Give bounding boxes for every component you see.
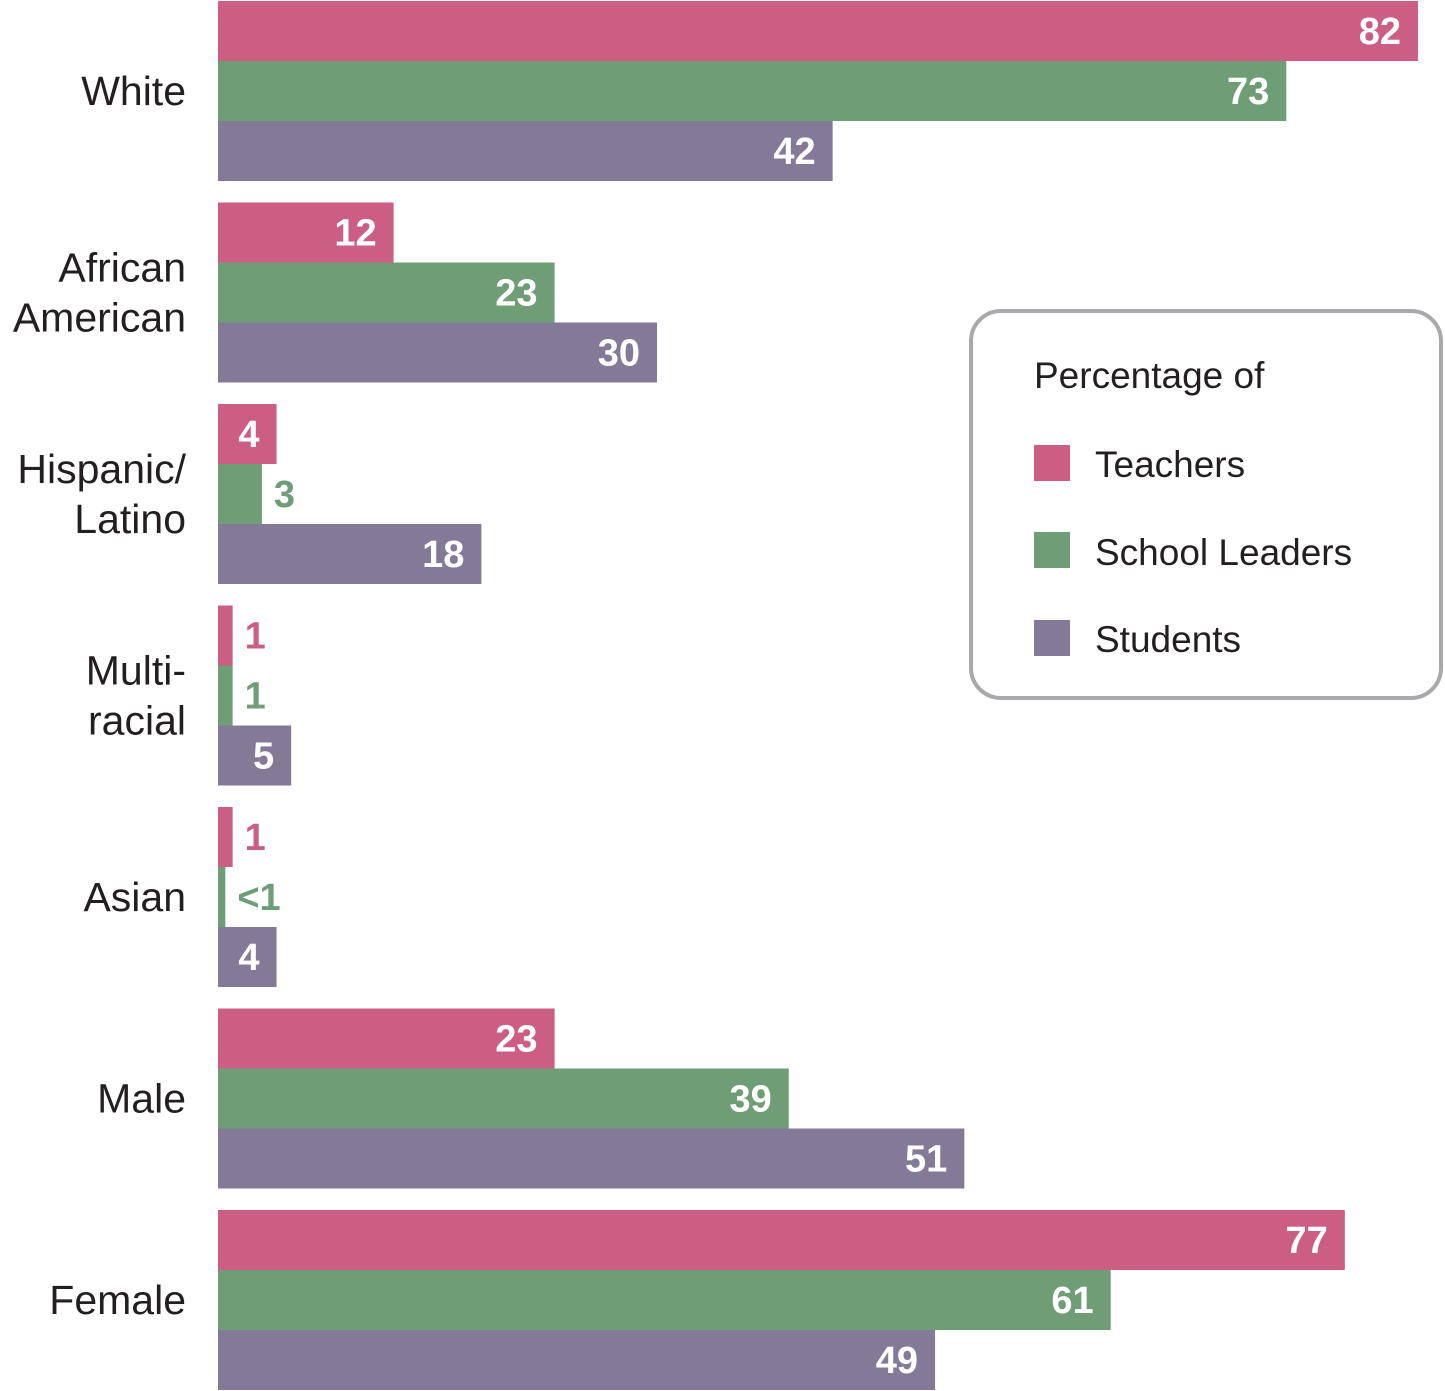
bar-african-american-students — [218, 322, 658, 383]
category-label-african-american-line2: American — [13, 295, 186, 341]
legend-box — [969, 309, 1443, 700]
legend: Percentage of Teachers School Leaders St… — [969, 309, 1443, 700]
value-label-male-teachers: 23 — [495, 1019, 537, 1061]
bar-multi-racial-school-leaders — [218, 665, 233, 726]
value-label-african-american-students: 30 — [598, 333, 640, 375]
category-label-african-american-line1: African — [58, 245, 186, 291]
bar-hispanic-latino-school-leaders — [218, 464, 262, 524]
bar-african-american-teachers — [218, 202, 394, 263]
legend-label-teachers: Teachers — [1095, 444, 1245, 485]
value-label-white-students: 42 — [773, 131, 815, 173]
bar-hispanic-latino-teachers — [218, 404, 277, 464]
value-label-female-students: 49 — [876, 1340, 918, 1382]
value-label-asian-students: 4 — [238, 937, 259, 979]
bar-asian-students — [218, 927, 277, 987]
category-label-multi-racial-line2: racial — [88, 698, 186, 744]
value-label-multi-racial-teachers: 1 — [245, 616, 266, 658]
bar-asian-school-leaders — [218, 867, 226, 927]
bar-female-school-leaders — [218, 1270, 1111, 1330]
category-label-hispanic-latino-line1: Hispanic/ — [17, 446, 186, 492]
category-label-hispanic-latino-line2: Latino — [74, 496, 186, 542]
category-label-asian: Asian — [83, 874, 186, 920]
bar-female-students — [218, 1330, 936, 1390]
bar-asian-teachers — [218, 807, 233, 867]
value-label-asian-teachers: 1 — [245, 817, 266, 859]
value-label-male-school-leaders: 39 — [729, 1079, 771, 1121]
legend-swatch-students — [1034, 620, 1070, 656]
category-label-multi-racial-line1: Multi- — [86, 648, 186, 694]
legend-label-school-leaders: School Leaders — [1095, 532, 1352, 573]
legend-swatch-school-leaders — [1034, 532, 1070, 568]
category-label-male: Male — [97, 1076, 186, 1122]
bar-african-american-school-leaders — [218, 262, 555, 323]
bar-multi-racial-students — [218, 725, 292, 786]
bar-male-students — [218, 1128, 965, 1189]
value-label-multi-racial-students: 5 — [253, 736, 274, 778]
value-label-female-teachers: 77 — [1286, 1220, 1328, 1262]
bar-hispanic-latino-students — [218, 524, 482, 584]
bar-male-school-leaders — [218, 1068, 789, 1129]
value-label-white-school-leaders: 73 — [1227, 71, 1269, 113]
value-label-hispanic-latino-students: 18 — [422, 534, 464, 576]
category-label-white: White — [81, 68, 186, 114]
value-label-multi-racial-school-leaders: 1 — [245, 676, 266, 718]
bars-layer — [218, 1, 1418, 1390]
value-label-hispanic-latino-teachers: 4 — [238, 414, 259, 456]
value-label-hispanic-latino-school-leaders: 3 — [274, 474, 295, 516]
legend-label-students: Students — [1095, 619, 1241, 660]
bar-white-school-leaders — [218, 61, 1287, 121]
value-label-african-american-teachers: 12 — [334, 213, 376, 255]
value-label-male-students: 51 — [905, 1139, 947, 1181]
legend-swatch-teachers — [1034, 445, 1070, 481]
category-label-female: Female — [49, 1277, 186, 1323]
legend-title: Percentage of — [1034, 355, 1265, 396]
bar-male-teachers — [218, 1008, 555, 1069]
value-label-female-school-leaders: 61 — [1051, 1280, 1093, 1322]
bar-female-teachers — [218, 1210, 1345, 1270]
value-label-white-teachers: 82 — [1359, 11, 1401, 53]
bar-multi-racial-teachers — [218, 605, 233, 666]
value-label-african-american-school-leaders: 23 — [495, 273, 537, 315]
bar-white-students — [218, 121, 833, 181]
bar-white-teachers — [218, 1, 1418, 61]
value-label-asian-school-leaders: <1 — [237, 877, 280, 919]
